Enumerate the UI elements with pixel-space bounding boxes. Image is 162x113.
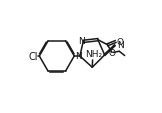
- Text: O: O: [109, 49, 116, 58]
- Text: NH₂: NH₂: [86, 49, 103, 58]
- Text: Cl: Cl: [29, 52, 38, 61]
- Text: N: N: [117, 41, 124, 49]
- Text: N: N: [75, 52, 81, 60]
- Text: N: N: [78, 37, 85, 46]
- Text: O: O: [117, 38, 124, 46]
